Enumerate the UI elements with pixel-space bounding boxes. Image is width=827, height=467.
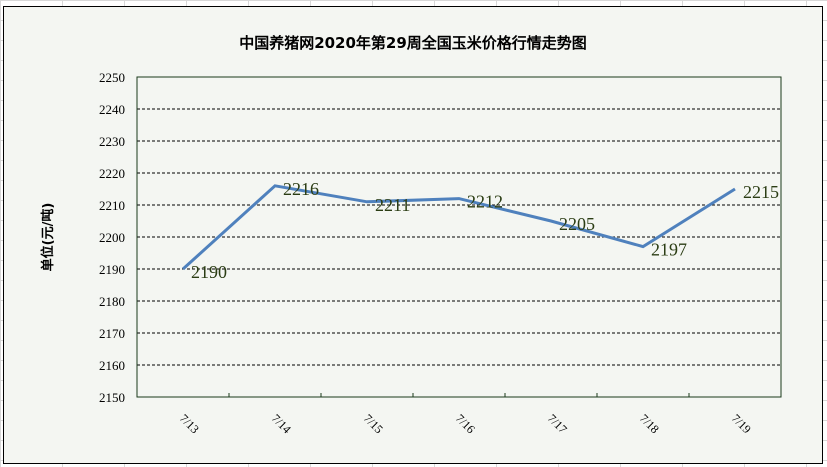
x-tick-label: 7/19 xyxy=(729,411,754,436)
data-label: 2216 xyxy=(283,179,319,199)
data-label: 2205 xyxy=(559,214,595,234)
x-tick-label: 7/14 xyxy=(269,411,294,436)
x-tick-label: 7/17 xyxy=(545,411,570,436)
y-tick-label: 2250 xyxy=(99,70,125,85)
series-line xyxy=(181,184,736,271)
y-axis-label: 单位(元/吨) xyxy=(40,203,56,272)
data-label: 2212 xyxy=(467,192,503,212)
y-tick-label: 2160 xyxy=(99,358,125,373)
x-tick-label: 7/13 xyxy=(177,411,202,436)
y-tick-label: 2170 xyxy=(99,326,125,341)
y-tick-label: 2220 xyxy=(99,166,125,181)
chart-area xyxy=(3,6,823,464)
x-tick-label: 7/16 xyxy=(453,411,478,436)
y-tick-label: 2200 xyxy=(99,230,125,245)
plot-border xyxy=(136,76,782,398)
y-tick-label: 2210 xyxy=(99,198,125,213)
y-tick-label: 2240 xyxy=(99,102,125,117)
data-label: 2197 xyxy=(651,240,687,260)
data-label: 2215 xyxy=(743,182,779,202)
chart-title: 中国养猪网2020年第29周全国玉米价格行情走势图 xyxy=(239,34,587,52)
y-tick-label: 2230 xyxy=(99,134,125,149)
x-tick-label: 7/18 xyxy=(637,411,662,436)
y-tick-label: 2180 xyxy=(99,294,125,309)
x-tick-label: 7/15 xyxy=(361,411,386,436)
y-tick-label: 2190 xyxy=(99,262,125,277)
y-tick-label: 2150 xyxy=(99,390,125,405)
data-label: 2190 xyxy=(191,262,227,282)
data-label: 2211 xyxy=(375,195,410,215)
